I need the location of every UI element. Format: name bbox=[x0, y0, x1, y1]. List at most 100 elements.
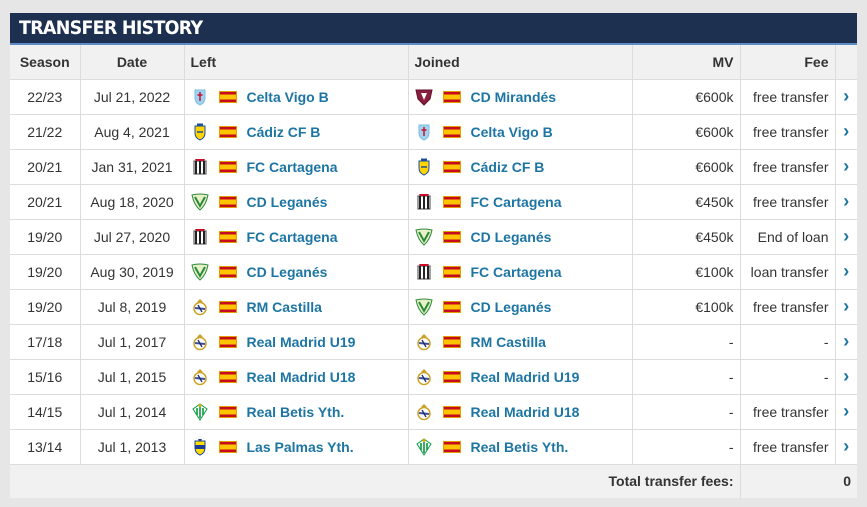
date-cell: Jul 21, 2022 bbox=[80, 79, 185, 115]
left-club-link[interactable]: RM Castilla bbox=[246, 298, 322, 315]
left-club-link[interactable]: FC Cartagena bbox=[246, 158, 338, 175]
chevron-right-icon[interactable]: › bbox=[843, 226, 850, 246]
table-row: 14/15 Jul 1, 2014 Real Betis Yth. Real Madr… bbox=[10, 394, 857, 430]
table-row: 22/23 Jul 21, 2022 Celta Vigo B CD Mirandés… bbox=[10, 79, 857, 115]
chevron-right-icon[interactable]: › bbox=[843, 261, 850, 281]
cartagena-crest-icon[interactable] bbox=[191, 158, 209, 176]
betis-crest-icon[interactable] bbox=[191, 402, 209, 421]
row-detail-cell: › bbox=[835, 289, 857, 325]
celta-crest-icon[interactable] bbox=[191, 88, 209, 106]
cartagena-crest-icon[interactable] bbox=[415, 263, 433, 281]
cartagena-crest-icon[interactable] bbox=[191, 228, 209, 246]
real-madrid-crest-icon[interactable] bbox=[191, 368, 209, 386]
cadiz-crest-icon[interactable] bbox=[191, 123, 209, 141]
spain-flag-icon bbox=[218, 230, 237, 243]
joined-club-cell: Celta Vigo B bbox=[408, 114, 633, 150]
table-row: 13/14 Jul 1, 2013 Las Palmas Yth. Real Beti… bbox=[10, 429, 857, 465]
joined-club-cell: Real Betis Yth. bbox=[408, 429, 633, 465]
chevron-right-icon[interactable]: › bbox=[843, 86, 850, 106]
left-club-link[interactable]: Real Madrid U19 bbox=[246, 333, 356, 350]
joined-club-link[interactable]: Real Madrid U18 bbox=[470, 403, 580, 420]
header-fee[interactable]: Fee bbox=[740, 45, 836, 80]
spain-flag-icon bbox=[218, 370, 237, 383]
leganes-crest-icon[interactable] bbox=[414, 228, 433, 246]
left-club-cell: Real Madrid U18 bbox=[184, 359, 409, 395]
spain-flag-icon bbox=[218, 125, 237, 138]
joined-club-link[interactable]: Celta Vigo B bbox=[470, 123, 553, 140]
joined-club-link[interactable]: Cádiz CF B bbox=[470, 158, 545, 175]
spain-flag-icon bbox=[218, 405, 237, 418]
date-cell: Aug 4, 2021 bbox=[80, 114, 185, 150]
market-value-cell: €100k bbox=[632, 254, 741, 290]
table-row: 19/20 Jul 8, 2019 RM Castilla CD Leganés €10… bbox=[10, 289, 857, 325]
transfer-table: Season Date Left Joined MV Fee 22/23 Jul … bbox=[10, 45, 857, 498]
footer-row: Total transfer fees: 0 bbox=[10, 464, 857, 498]
joined-club-cell: FC Cartagena bbox=[408, 184, 633, 220]
date-cell: Jul 1, 2015 bbox=[80, 359, 185, 395]
date-cell: Jul 1, 2014 bbox=[80, 394, 185, 430]
left-club-link[interactable]: FC Cartagena bbox=[246, 228, 338, 245]
left-club-link[interactable]: Real Betis Yth. bbox=[246, 403, 345, 420]
chevron-right-icon[interactable]: › bbox=[843, 191, 850, 211]
real-madrid-crest-icon[interactable] bbox=[415, 333, 433, 351]
market-value-cell: €600k bbox=[632, 149, 741, 185]
spain-flag-icon bbox=[218, 440, 237, 453]
spain-flag-icon bbox=[442, 90, 461, 103]
joined-club-link[interactable]: FC Cartagena bbox=[470, 263, 562, 280]
betis-crest-icon[interactable] bbox=[415, 437, 433, 456]
chevron-right-icon[interactable]: › bbox=[843, 156, 850, 176]
left-club-link[interactable]: Celta Vigo B bbox=[246, 88, 329, 105]
joined-club-cell: RM Castilla bbox=[408, 324, 633, 360]
joined-club-link[interactable]: CD Leganés bbox=[470, 298, 552, 315]
spain-flag-icon bbox=[218, 300, 237, 313]
header-season[interactable]: Season bbox=[10, 45, 81, 80]
joined-club-link[interactable]: Real Madrid U19 bbox=[470, 368, 580, 385]
real-madrid-crest-icon[interactable] bbox=[415, 368, 433, 386]
fee-cell: - bbox=[740, 359, 836, 395]
header-left[interactable]: Left bbox=[184, 45, 409, 80]
joined-club-link[interactable]: RM Castilla bbox=[470, 333, 546, 350]
cadiz-crest-icon[interactable] bbox=[415, 158, 433, 176]
joined-club-link[interactable]: CD Mirandés bbox=[470, 88, 557, 105]
chevron-right-icon[interactable]: › bbox=[843, 296, 850, 316]
spain-flag-icon bbox=[442, 195, 461, 208]
panel-title: Transfer history bbox=[19, 17, 203, 39]
left-club-link[interactable]: Cádiz CF B bbox=[246, 123, 321, 140]
row-detail-cell: › bbox=[835, 79, 857, 115]
left-club-cell: Real Madrid U19 bbox=[184, 324, 409, 360]
chevron-right-icon[interactable]: › bbox=[843, 331, 850, 351]
leganes-crest-icon[interactable] bbox=[190, 263, 209, 281]
leganes-crest-icon[interactable] bbox=[414, 298, 433, 316]
leganes-crest-icon[interactable] bbox=[190, 193, 209, 211]
left-club-link[interactable]: CD Leganés bbox=[246, 263, 328, 280]
joined-club-cell: Real Madrid U19 bbox=[408, 359, 633, 395]
chevron-right-icon[interactable]: › bbox=[843, 436, 850, 456]
joined-club-link[interactable]: FC Cartagena bbox=[470, 193, 562, 210]
celta-crest-icon[interactable] bbox=[415, 123, 433, 141]
left-club-link[interactable]: Real Madrid U18 bbox=[246, 368, 356, 385]
joined-club-link[interactable]: CD Leganés bbox=[470, 228, 552, 245]
mirandes-crest-icon[interactable] bbox=[414, 88, 433, 106]
cartagena-crest-icon[interactable] bbox=[415, 193, 433, 211]
chevron-right-icon[interactable]: › bbox=[843, 366, 850, 386]
real-madrid-crest-icon[interactable] bbox=[191, 333, 209, 351]
date-cell: Aug 30, 2019 bbox=[80, 254, 185, 290]
header-date[interactable]: Date bbox=[80, 45, 185, 80]
table-row: 20/21 Aug 18, 2020 CD Leganés FC Cartagena €… bbox=[10, 184, 857, 220]
table-row: 15/16 Jul 1, 2015 Real Madrid U18 Real Madr… bbox=[10, 359, 857, 395]
chevron-right-icon[interactable]: › bbox=[843, 121, 850, 141]
row-detail-cell: › bbox=[835, 359, 857, 395]
header-mv[interactable]: MV bbox=[632, 45, 741, 80]
left-club-link[interactable]: Las Palmas Yth. bbox=[246, 438, 354, 455]
real-madrid-crest-icon[interactable] bbox=[415, 403, 433, 421]
left-club-link[interactable]: CD Leganés bbox=[246, 193, 328, 210]
real-madrid-crest-icon[interactable] bbox=[191, 298, 209, 316]
joined-club-link[interactable]: Real Betis Yth. bbox=[470, 438, 569, 455]
market-value-cell: €600k bbox=[632, 114, 741, 150]
left-club-cell: CD Leganés bbox=[184, 184, 409, 220]
fee-cell: free transfer bbox=[740, 114, 836, 150]
las-palmas-crest-icon[interactable] bbox=[191, 438, 209, 456]
header-joined[interactable]: Joined bbox=[408, 45, 633, 80]
chevron-right-icon[interactable]: › bbox=[843, 401, 850, 421]
row-detail-cell: › bbox=[835, 324, 857, 360]
